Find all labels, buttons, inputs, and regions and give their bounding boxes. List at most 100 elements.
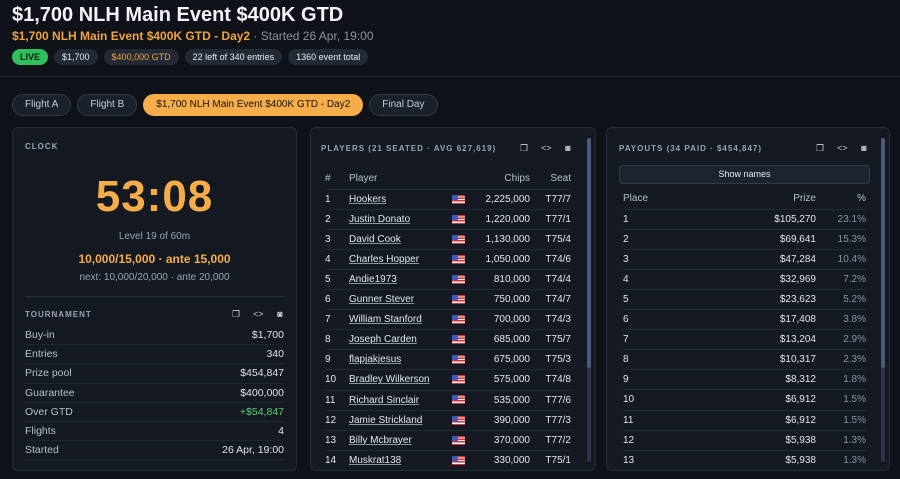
player-row: 6 Gunner Stever 750,000 T74/7	[325, 289, 571, 310]
payout-place: 6	[623, 309, 663, 330]
payout-row: 3 $47,284 10.4%	[623, 248, 866, 270]
payout-prize: $105,270	[663, 208, 816, 230]
camera-icon[interactable]: ◙	[277, 309, 283, 319]
us-flag-icon	[452, 455, 465, 465]
player-rank: 13	[325, 429, 349, 451]
player-chips: 700,000	[479, 309, 530, 330]
players-heading: PLAYERS (21 SEATED · AVG 627,619)	[321, 144, 497, 153]
payouts-scrollbar[interactable]	[881, 138, 885, 462]
payout-percent: 1.8%	[816, 369, 866, 390]
started-text: · Started 26 Apr, 19:00	[250, 29, 374, 43]
player-seat: T75/3	[530, 349, 571, 370]
player-name-link[interactable]: Joseph Carden	[349, 334, 417, 346]
tournament-toolbar: ❐ <> ◙	[231, 309, 285, 320]
tab-flight-a[interactable]: Flight A	[12, 94, 72, 116]
code-icon[interactable]: <>	[541, 143, 552, 153]
player-row: 13 Billy Mcbrayer 370,000 T77/2	[325, 429, 571, 451]
player-rank: 10	[325, 369, 349, 391]
player-name-link[interactable]: Jamie Strickland	[349, 414, 423, 426]
us-flag-icon	[452, 415, 465, 425]
payout-percent: 7.2%	[816, 268, 866, 290]
tournament-row: Buy-in $1,700	[25, 326, 284, 346]
player-rank: 7	[325, 309, 349, 330]
payout-row: 8 $10,317 2.3%	[623, 349, 866, 370]
player-row: 4 Charles Hopper 1,050,000 T74/6	[325, 248, 571, 270]
payout-place: 5	[623, 288, 663, 310]
payout-percent: 3.8%	[816, 309, 866, 330]
tab-final-day[interactable]: Final Day	[369, 94, 438, 116]
player-rank: 6	[325, 289, 349, 310]
players-toolbar: ❐ <> ◙	[519, 143, 573, 154]
player-name-link[interactable]: Billy Mcbrayer	[349, 434, 412, 446]
player-chips: 675,000	[479, 349, 530, 370]
col-seat: Seat	[550, 173, 571, 185]
player-name-link[interactable]: Gunner Stever	[349, 294, 415, 306]
player-seat: T74/6	[530, 248, 571, 270]
player-rank: 1	[325, 188, 349, 210]
payout-percent: 2.9%	[816, 329, 866, 350]
payout-percent: 1.5%	[816, 389, 866, 411]
player-name-link[interactable]: Justin Donato	[349, 213, 411, 225]
player-name-link[interactable]: David Cook	[349, 233, 401, 245]
player-chips: 685,000	[479, 329, 530, 350]
tab-flight-b[interactable]: Flight B	[77, 94, 138, 116]
us-flag-icon	[452, 194, 465, 204]
copy-icon[interactable]: ❐	[519, 143, 529, 153]
player-name-link[interactable]: Richard Sinclair	[349, 394, 420, 406]
player-chips: 330,000	[479, 449, 530, 470]
payouts-table: Place Prize % 1 $105,270 23.1% 2 $69,641 15.3…	[623, 189, 866, 470]
player-chips: 1,050,000	[479, 248, 530, 270]
player-chips: 390,000	[479, 409, 530, 431]
payouts-scroll-thumb[interactable]	[881, 138, 885, 368]
player-seat: T74/3	[530, 309, 571, 330]
player-name-link[interactable]: William Stanford	[349, 314, 422, 326]
camera-icon[interactable]: ◙	[565, 143, 571, 153]
payout-row: 2 $69,641 15.3%	[623, 228, 866, 250]
player-name-link[interactable]: Bradley Wilkerson	[349, 374, 430, 386]
us-flag-icon	[452, 294, 465, 304]
player-name-link[interactable]: Muskrat138	[349, 455, 402, 467]
tab-day2[interactable]: $1,700 NLH Main Event $400K GTD - Day2	[143, 94, 364, 116]
payout-percent: 2.3%	[816, 349, 866, 370]
camera-icon[interactable]: ◙	[861, 143, 867, 153]
tournament-row-label: Entries	[25, 348, 58, 361]
player-name-link[interactable]: Hookers	[349, 193, 387, 205]
player-rank: 2	[325, 208, 349, 230]
tournament-row: Prize pool $454,847	[25, 364, 284, 384]
code-icon[interactable]: <>	[253, 309, 264, 319]
payout-place: 7	[623, 329, 663, 350]
payout-place: 9	[623, 369, 663, 390]
live-badge: LIVE	[12, 49, 49, 65]
buyin-badge: $1,700	[54, 49, 98, 65]
player-name-link[interactable]: Charles Hopper	[349, 253, 420, 265]
guarantee-badge: $400,000 GTD	[103, 49, 179, 65]
player-chips: 1,130,000	[479, 228, 530, 250]
player-seat: T74/8	[530, 369, 571, 391]
payout-row: 7 $13,204 2.9%	[623, 329, 866, 350]
payout-prize: $10,317	[663, 349, 816, 370]
show-names-button[interactable]: Show names	[619, 165, 870, 184]
player-name-link[interactable]: flapjakjesus	[349, 354, 402, 366]
us-flag-icon	[452, 375, 465, 385]
player-chips: 1,220,000	[479, 208, 530, 230]
players-scrollbar[interactable]	[587, 138, 591, 462]
payout-place: 3	[623, 248, 663, 270]
code-icon[interactable]: <>	[837, 143, 848, 153]
level-text: Level 19 of 60m	[118, 231, 191, 242]
players-scroll-thumb[interactable]	[587, 138, 591, 368]
player-rank: 9	[325, 349, 349, 370]
copy-icon[interactable]: ❐	[815, 143, 825, 153]
payout-percent: 15.3%	[816, 228, 866, 250]
player-name-link[interactable]: Andie1973	[349, 274, 397, 286]
payout-prize: $23,623	[663, 288, 816, 310]
copy-icon[interactable]: ❐	[231, 309, 241, 319]
player-chips: 575,000	[479, 369, 530, 391]
clock-time: 53:08	[95, 172, 214, 221]
badge-row: LIVE $1,700 $400,000 GTD 22 left of 340 …	[12, 49, 369, 65]
payout-place: 8	[623, 349, 663, 370]
payout-row: 12 $5,938 1.3%	[623, 429, 866, 451]
player-row: 7 William Stanford 700,000 T74/3	[325, 309, 571, 330]
clock-heading: CLOCK	[25, 142, 59, 151]
page-title: $1,700 NLH Main Event $400K GTD	[12, 4, 344, 26]
player-seat: T77/3	[530, 409, 571, 431]
